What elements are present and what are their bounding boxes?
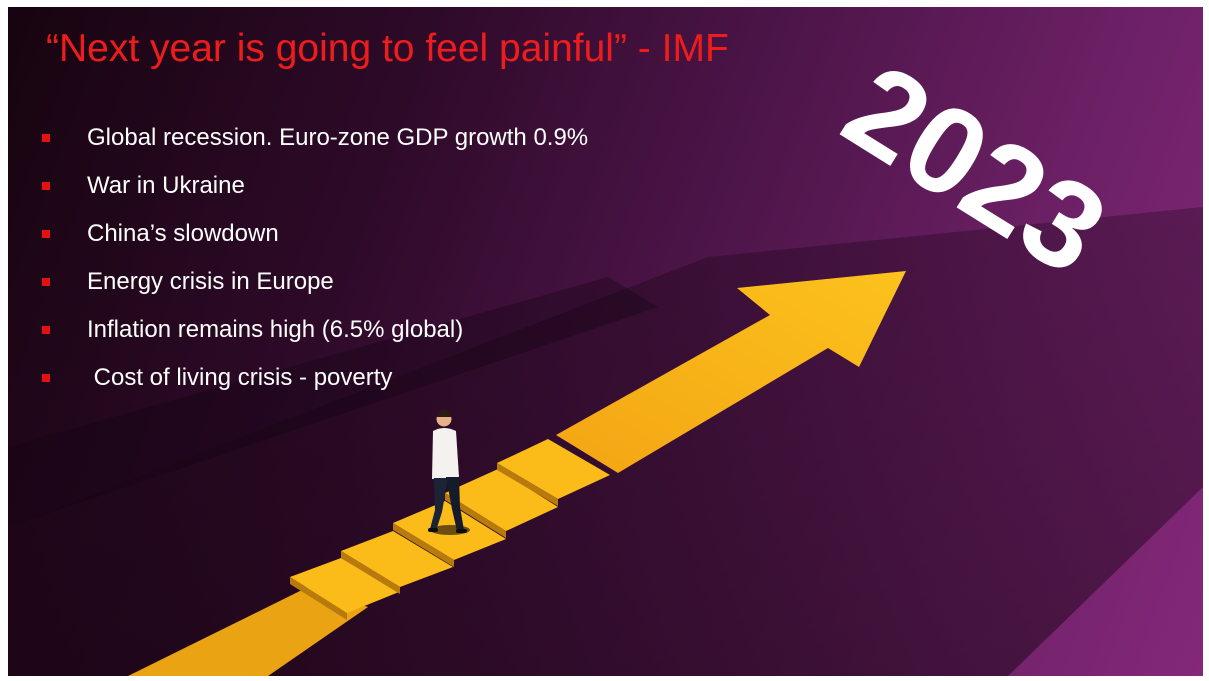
bullet-item: China’s slowdown	[42, 210, 588, 258]
presentation-slide: 2023 “Next year is going to feel painful…	[8, 7, 1203, 676]
bullet-item: Energy crisis in Europe	[42, 258, 588, 306]
step-3-edge	[393, 523, 454, 567]
step-5	[497, 439, 610, 499]
square-bullet-icon	[42, 374, 50, 382]
bullet-text: War in Ukraine	[87, 172, 245, 199]
bullet-item: Global recession. Euro-zone GDP growth 0…	[42, 114, 588, 162]
bullet-list: Global recession. Euro-zone GDP growth 0…	[42, 114, 588, 402]
square-bullet-icon	[42, 230, 50, 238]
step-4-edge	[445, 493, 506, 538]
step-5-edge	[497, 463, 558, 506]
step-4	[445, 469, 558, 531]
person-figure	[428, 409, 470, 535]
square-bullet-icon	[42, 326, 50, 334]
bullet-text: Global recession. Euro-zone GDP growth 0…	[87, 124, 589, 151]
bullet-item: Cost of living crisis - poverty	[42, 354, 588, 402]
square-bullet-icon	[42, 182, 50, 190]
bullet-item: War in Ukraine	[42, 162, 588, 210]
square-bullet-icon	[42, 278, 50, 286]
path-shadow-band	[8, 277, 658, 527]
arrow-graphic	[556, 271, 906, 473]
step-2	[341, 531, 453, 587]
bullet-text: China’s slowdown	[87, 220, 279, 247]
steps	[290, 439, 610, 620]
slide-illustration: 2023	[8, 38, 1203, 676]
slide-title: “Next year is going to feel painful” - I…	[46, 27, 729, 70]
bullet-item: Inflation remains high (6.5% global)	[42, 306, 588, 354]
yellow-trail	[128, 587, 368, 676]
step-2-edge	[341, 551, 400, 594]
step-1	[290, 558, 399, 613]
bullet-text: Energy crisis in Europe	[87, 268, 334, 295]
bullet-text: Inflation remains high (6.5% global)	[87, 316, 464, 343]
step-1-edge	[290, 577, 347, 620]
bullet-text: Cost of living crisis - poverty	[87, 364, 393, 391]
square-bullet-icon	[42, 134, 50, 142]
